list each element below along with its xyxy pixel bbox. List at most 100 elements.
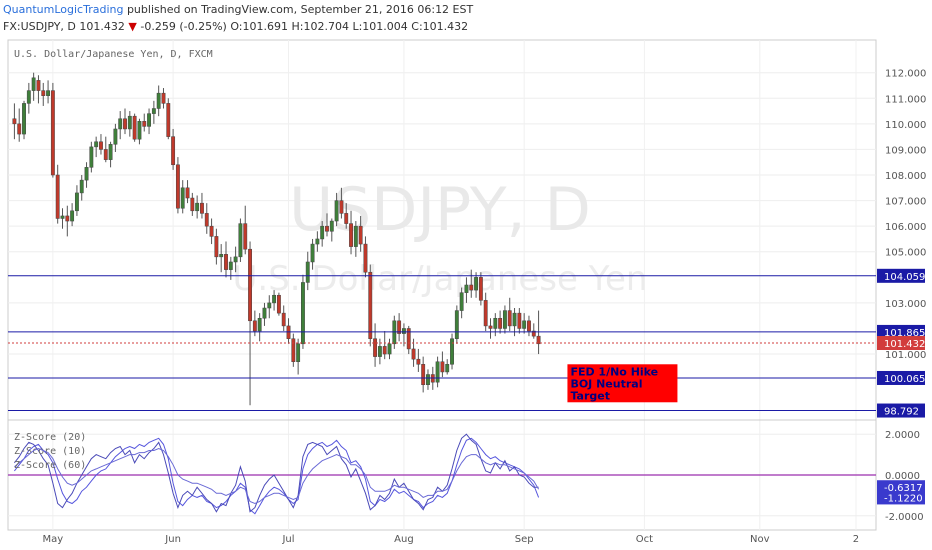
candle-body [281,312,286,327]
time-tick-label: May [43,534,64,545]
indicator-tick-label: 2.0000 [885,430,920,441]
candle-body [84,167,89,181]
candle-body [200,202,204,214]
candle-body [26,90,31,104]
time-tick-label: Nov [750,534,770,545]
candle-body [89,146,94,168]
symbol-label: FX:USDJPY, D [3,20,76,33]
candle-body [512,312,517,327]
last-price-text: 101.432 [79,20,125,33]
last-price-badge-label: 101.432 [884,339,925,350]
candle-body [228,261,233,270]
zscore-series-line [14,447,540,505]
price-tick-label: 108.000 [885,171,926,182]
ohlc-header: FX:USDJPY, D 101.432 ▼ -0.259 (-0.25%) O… [3,20,468,33]
chart-publisher-header: QuantumLogicTrading published on Trading… [3,3,473,16]
level-badge-label: 101.865 [884,328,925,339]
candle-body [166,103,171,137]
candle-body [180,187,185,209]
candle-body [272,294,277,304]
candle-body [171,136,176,166]
annotation-box[interactable] [567,364,678,403]
published-text: published on TradingView.com, September … [123,3,474,16]
price-tick-label: 112.000 [885,69,926,80]
price-axis[interactable]: 112.000 111.000 110.000 109.000 108.000 107.0… [885,69,926,361]
candle-body [349,223,353,247]
candle-body [474,277,479,291]
price-change-text: -0.259 (-0.25%) [140,20,227,33]
time-tick-label: Oct [636,534,653,545]
candle-body [411,348,416,360]
candle-body [329,220,334,232]
candle-body [17,123,22,135]
candle-body [161,92,166,104]
candle-body [353,225,358,247]
zscore-series-line [14,433,539,513]
candle-body [123,118,127,130]
candle-body [382,346,387,355]
candle-body [320,225,325,240]
time-axis[interactable]: May Jun Jul Aug Sep Oct Nov 2 [43,534,860,545]
zscore-badge-label: -1.1220 [884,493,923,504]
zscore-legend-item: Z-Score (20) [14,432,86,443]
candle-body [142,121,147,127]
price-tick-label: 107.000 [885,197,926,208]
candle-body [252,320,257,332]
candle-body [502,310,507,329]
candle-body [262,307,267,319]
candle-body [483,300,488,327]
candle-body [147,113,151,127]
candle-body [531,330,536,337]
candle-body [74,192,79,212]
down-arrow-icon: ▼ [128,20,137,33]
candle-body [358,225,363,245]
time-tick-label: Jun [164,534,181,545]
candle-body [132,115,137,140]
candle-body [257,317,262,332]
level-badge-label: 100.065 [884,374,925,385]
candle-body [248,248,252,322]
candle-body [41,90,46,96]
annotation-line: BOJ Neutral [570,377,642,390]
publisher-link[interactable]: QuantumLogicTrading [3,3,124,16]
candle-body [464,284,469,293]
candle-body [454,310,459,339]
candle-body [310,243,315,263]
candle-body [421,364,426,385]
time-tick-label: 2 [853,534,859,545]
candle-body [185,187,190,199]
level-badge [877,403,925,418]
candle-body [507,310,512,327]
candle-body [469,284,474,291]
candle-body [79,179,84,194]
horizontal-levels[interactable]: 104.059 101.865 100.065 98.792 101.432 [8,268,925,418]
candle-body [175,164,180,209]
time-tick-label: Sep [515,534,534,545]
candle-body [137,121,142,140]
price-tick-label: 110.000 [885,120,926,131]
chart-symbol-label: U.S. Dollar/Japanese Yen, D, FXCM [14,49,213,60]
candle-body [344,213,349,224]
level-badge-label: 104.059 [884,272,925,283]
candle-body [401,328,406,334]
price-tick-label: 101.000 [885,350,926,361]
zscore-legend-item: Z-Score (60) [14,460,86,471]
candle-body [94,141,99,148]
candle-body [325,225,329,232]
candle-body [450,338,454,365]
candle-body [224,254,228,270]
price-tick-label: 111.000 [885,94,926,105]
indicator-tick-label: 0.0000 [885,471,920,482]
candle-body [276,294,281,314]
zscore-indicator[interactable]: 2.0000 0.0000 -2.0000 Z-Score (20) -1.1220 Z-… [8,430,925,523]
candle-body [416,358,421,365]
candle-body [334,200,339,222]
candle-body [118,118,123,130]
candle-body [527,320,531,332]
candle-body [291,338,296,362]
annotation-line: Target [570,389,610,402]
candle-body [113,128,118,145]
price-tick-label: 106.000 [885,222,926,233]
